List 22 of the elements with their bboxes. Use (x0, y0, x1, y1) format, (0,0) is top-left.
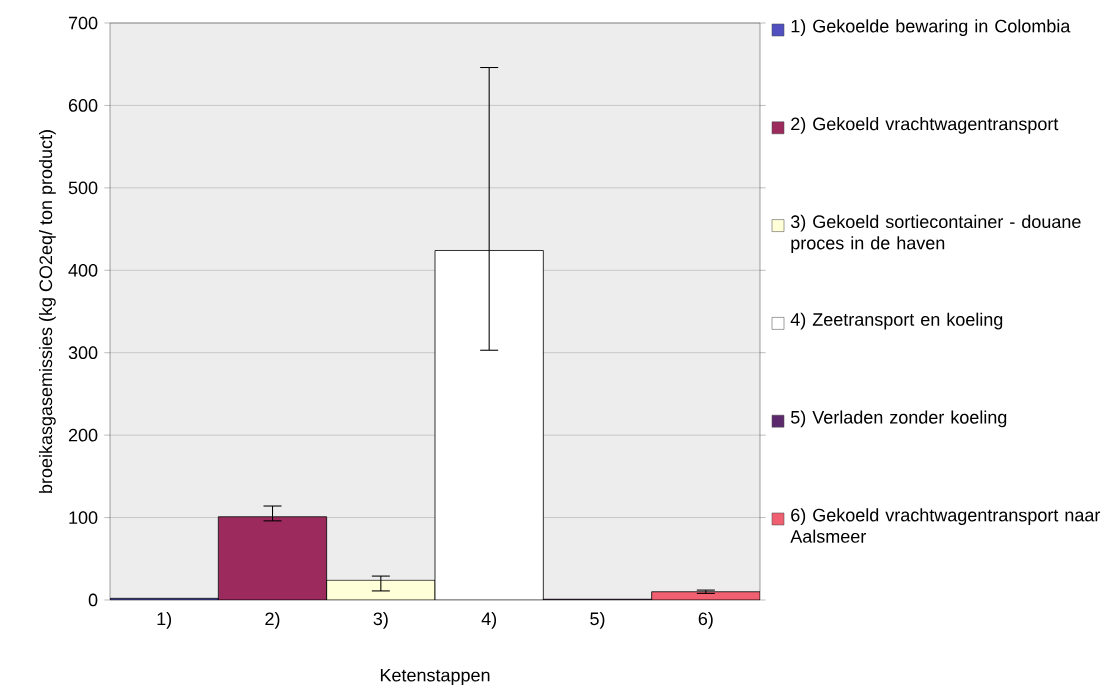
x-tick-label: 1) (157, 611, 172, 629)
y-tick-label: 100 (69, 511, 98, 524)
x-tick-label: 3) (373, 611, 388, 629)
y-tick-label: 600 (68, 99, 98, 112)
y-tick-label: 500 (68, 181, 98, 195)
legend-label: 1) Gekoelde bewaring in Colombia (791, 19, 1071, 37)
y-tick-label: 700 (68, 16, 98, 30)
x-tick-label: 5) (590, 611, 605, 629)
x-tick-label: 4) (481, 611, 497, 629)
y-tick-label: 0 (88, 593, 98, 607)
legend-label: 6) Gekoeld vrachtwagentransport naar Aalsmeer (790, 508, 1101, 543)
legend-label: 2) Gekoeld vrachtwagentransport (791, 117, 1059, 134)
x-tick-label: 2) (265, 611, 280, 629)
y-axis-title: broeikasgasemissies (kg CO2eq/ ton product) (38, 130, 56, 493)
legend-label: 3) Gekoeld sortiecontainer - douane proces in de haven (790, 214, 1081, 253)
x-tick-label: 6) (698, 611, 713, 629)
legend-label: 4) Zeetransport en koeling (790, 312, 1003, 330)
x-axis-title: Ketenstappen (380, 668, 490, 686)
y-tick-label: 200 (68, 428, 98, 442)
y-tick-label: 300 (68, 346, 98, 360)
y-tick-label: 400 (68, 263, 98, 277)
legend-label: 5) Verladen zonder koeling (790, 410, 1007, 428)
